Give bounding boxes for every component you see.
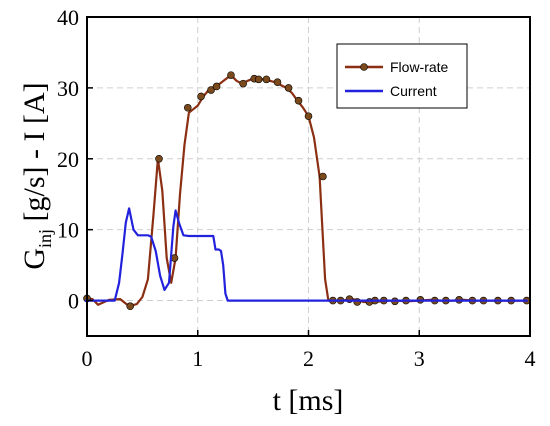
flow-rate-marker (227, 71, 235, 79)
legend: Flow-rate Current (336, 43, 468, 109)
flow-rate-marker (319, 172, 327, 181)
flow-rate-marker (197, 92, 205, 101)
flow-rate-marker (239, 79, 247, 88)
legend-flow-rate-marker (360, 63, 368, 71)
flow-rate-marker (183, 103, 192, 112)
legend-box (336, 43, 468, 109)
y-axis-label-base: G (18, 248, 51, 270)
flow-rate-marker (284, 84, 293, 92)
tick-marks (86, 16, 531, 336)
y-tick-label: 20 (57, 147, 79, 172)
legend-current-label: Current (390, 83, 437, 99)
flow-rate-series-line (84, 74, 528, 308)
x-tick-label: 1 (192, 346, 203, 371)
x-axis-label: t [ms] (273, 384, 344, 417)
series-layer (83, 71, 531, 311)
flow-rate-marker (262, 75, 271, 84)
x-tick-label: 4 (525, 346, 536, 371)
y-axis-label-subscript: inj (35, 229, 55, 248)
current-series-line (84, 207, 528, 302)
flow-rate-marker (254, 75, 263, 84)
y-tick-label: 10 (57, 218, 79, 243)
flow-rate-marker (126, 302, 134, 311)
flow-rate-marker (273, 78, 282, 87)
flow-rate-marker (212, 82, 221, 91)
x-tick-label: 0 (82, 346, 93, 371)
y-tick-label: 30 (57, 76, 79, 101)
y-tick-label: 40 (57, 5, 79, 30)
flow-rate-marker (155, 154, 163, 163)
x-tick-label: 3 (414, 346, 425, 371)
flow-rate-marker (304, 112, 313, 121)
y-axis-label: Ginj [g/s] - I [A] (18, 82, 55, 269)
flow-rate-marker (294, 96, 303, 105)
legend-flow-rate-label: Flow-rate (390, 59, 449, 75)
y-axis-label-rest: [g/s] - I [A] (18, 82, 51, 229)
x-tick-label: 2 (303, 346, 314, 371)
flow-rate-marker (207, 86, 215, 94)
y-tick-label: 0 (68, 289, 79, 314)
